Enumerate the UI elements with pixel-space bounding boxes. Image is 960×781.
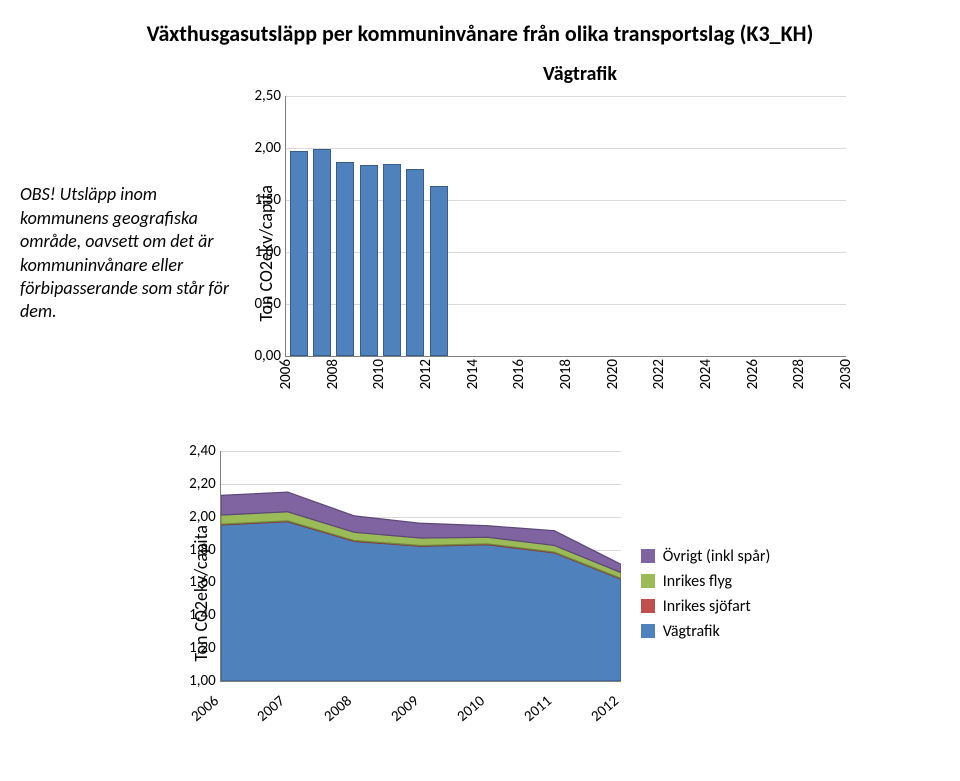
area-chart: 1,001,201,401,601,802,002,202,40 2006200… <box>220 451 621 736</box>
x-tick-label: 2020 <box>604 359 622 391</box>
x-tick-label: 2028 <box>790 359 808 391</box>
area-legend: Övrigt (inkl spår) Inrikes flyg Inrikes sj… <box>641 541 771 647</box>
legend-swatch <box>641 624 655 638</box>
legend-label: Inrikes sjöfart <box>663 597 751 616</box>
y-tick-label: 2,50 <box>254 87 281 105</box>
bar <box>336 162 354 356</box>
y-tick-label: 1,80 <box>189 541 216 559</box>
y-tick-label: 0,50 <box>254 295 281 313</box>
x-tick-label: 2008 <box>324 359 342 391</box>
legend-label: Inrikes flyg <box>663 572 732 591</box>
bar-chart: 0,000,501,001,502,002,50 200620082010201… <box>285 96 846 411</box>
bar <box>383 164 401 356</box>
y-tick-label: 2,40 <box>189 442 216 460</box>
legend-swatch <box>641 574 655 588</box>
x-tick-label: 2030 <box>837 359 855 391</box>
y-tick-label: 2,00 <box>254 139 281 157</box>
bar-bars <box>286 96 846 356</box>
x-tick-label: 2010 <box>370 359 388 391</box>
bar <box>313 149 331 356</box>
y-tick-label: 1,00 <box>189 672 216 690</box>
area-y-ticks: 1,001,201,401,601,802,002,202,40 <box>176 451 216 681</box>
y-tick-label: 1,20 <box>189 639 216 657</box>
y-tick-label: 1,00 <box>254 243 281 261</box>
y-tick-label: 1,60 <box>189 573 216 591</box>
x-tick-label: 2012 <box>587 692 622 725</box>
x-tick-label: 2018 <box>557 359 575 391</box>
x-tick-label: 2014 <box>464 359 482 391</box>
bar-chart-wrap: Ton CO2ekv/capita 0,000,501,001,502,002,… <box>255 96 940 411</box>
y-tick-label: 2,00 <box>189 508 216 526</box>
x-tick-label: 2006 <box>277 359 295 391</box>
legend-item: Inrikes sjöfart <box>641 597 771 616</box>
bar-y-ticks: 0,000,501,001,502,002,50 <box>241 96 281 356</box>
legend-item: Inrikes flyg <box>641 572 771 591</box>
y-tick-label: 1,40 <box>189 606 216 624</box>
bar-plot: 0,000,501,001,502,002,50 <box>285 96 846 357</box>
x-tick-label: 2012 <box>417 359 435 391</box>
bar-chart-section: OBS! Utsläpp inom kommunens geografiska … <box>20 96 940 411</box>
sidebar-note: OBS! Utsläpp inom kommunens geografiska … <box>20 183 255 323</box>
x-tick-label: 2008 <box>321 692 356 725</box>
area-chart-section: Ton CO2ekv/capita 1,001,201,401,601,802,… <box>20 451 940 736</box>
x-tick-label: 2006 <box>187 692 222 725</box>
legend-label: Övrigt (inkl spår) <box>663 547 771 566</box>
legend-item: Övrigt (inkl spår) <box>641 547 771 566</box>
bar <box>360 165 378 356</box>
x-tick-label: 2011 <box>521 692 556 725</box>
bar-chart-subtitle: Vägtrafik <box>220 62 940 86</box>
area-svg <box>221 451 621 681</box>
x-tick-label: 2022 <box>650 359 668 391</box>
x-tick-label: 2007 <box>254 692 289 725</box>
bar-x-ticks: 2006200820102012201420162018202020222024… <box>285 357 845 411</box>
x-tick-label: 2016 <box>510 359 528 391</box>
chart-title: Växthusgasutsläpp per kommuninvånare frå… <box>20 20 940 47</box>
x-tick-label: 2024 <box>697 359 715 391</box>
legend-label: Vägtrafik <box>663 622 720 641</box>
bar <box>290 151 308 356</box>
y-tick-label: 1,50 <box>254 191 281 209</box>
area-x-ticks: 2006200720082009201020112012 <box>220 682 620 736</box>
legend-swatch <box>641 549 655 563</box>
y-tick-label: 2,20 <box>189 475 216 493</box>
legend-swatch <box>641 599 655 613</box>
area-chart-inner: Ton CO2ekv/capita 1,001,201,401,601,802,… <box>190 451 771 736</box>
bar <box>430 186 448 356</box>
area-plot: 1,001,201,401,601,802,002,202,40 <box>220 451 621 682</box>
x-tick-label: 2009 <box>387 692 422 725</box>
bar <box>406 169 424 356</box>
legend-item: Vägtrafik <box>641 622 771 641</box>
x-tick-label: 2026 <box>744 359 762 391</box>
x-tick-label: 2010 <box>454 692 489 725</box>
